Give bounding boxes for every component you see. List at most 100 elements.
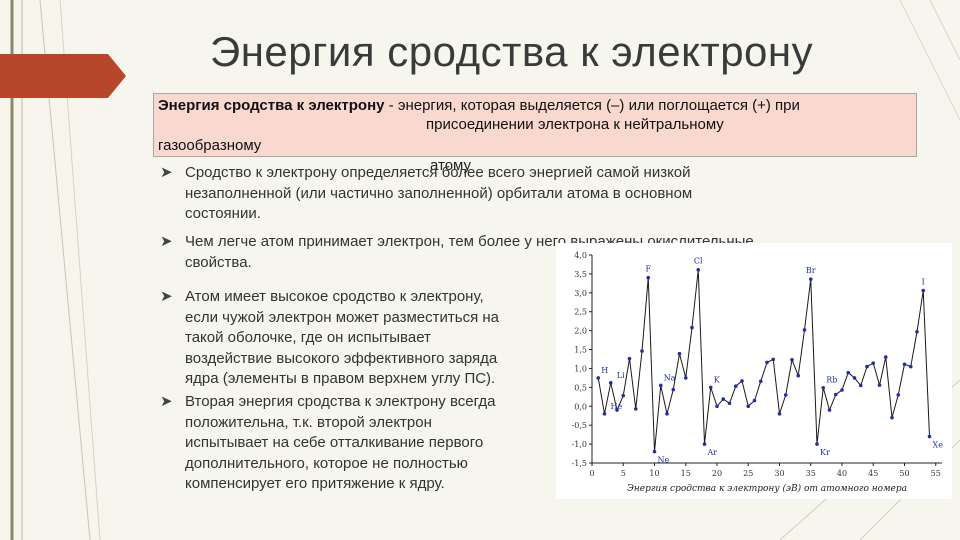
data-point: [846, 370, 851, 375]
y-tick-label: 4,0: [574, 251, 587, 260]
data-point: [621, 393, 626, 398]
data-point: [927, 434, 932, 439]
bullet-arrow-icon: ➤: [160, 288, 173, 305]
data-point: [777, 412, 782, 416]
data-point: [671, 387, 676, 392]
data-point: [902, 362, 907, 367]
data-point: [921, 288, 926, 293]
point-label: I: [922, 278, 925, 287]
definition-text: - энергия, которая выделяется (–) или по…: [384, 97, 800, 114]
point-label: He: [611, 402, 623, 411]
data-point: [865, 364, 869, 369]
bullet-arrow-icon: ➤: [160, 233, 173, 250]
x-tick-label: 25: [743, 469, 753, 478]
point-label: Cl: [694, 257, 703, 266]
x-tick-label: 55: [931, 469, 941, 478]
point-label: F: [645, 265, 651, 274]
bullet-line: дополнительного, которое не полностью: [185, 454, 468, 472]
x-tick-label: 40: [837, 469, 847, 478]
data-point: [802, 328, 807, 332]
data-point: [815, 442, 819, 446]
x-tick-label: 30: [774, 469, 784, 478]
x-axis-label: Энергия сродства к электрону (эВ) от ато…: [627, 483, 907, 494]
bullet-line: состоянии.: [185, 205, 261, 222]
data-point: [696, 267, 701, 272]
x-tick-label: 0: [589, 469, 594, 478]
data-point: [658, 383, 663, 388]
data-point: [633, 407, 638, 411]
definition-box: Энергия сродства к электрону - энергия, …: [153, 93, 917, 157]
definition-line-4: атому: [430, 157, 472, 174]
data-point: [627, 356, 632, 361]
bullet-line: Сродство к электрону определяется более …: [185, 164, 691, 181]
x-tick-label: 10: [649, 469, 659, 478]
y-tick-label: 3,0: [574, 289, 587, 298]
data-point: [871, 361, 876, 365]
data-point: [852, 376, 857, 380]
data-point: [877, 383, 882, 387]
data-point: [858, 383, 863, 388]
bullet-line: Атом имеет высокое сродство к электрону,: [185, 288, 484, 305]
bullet-line: положительна, т.к. второй электрон: [185, 413, 432, 431]
data-point: [771, 357, 776, 362]
series-line: [597, 269, 930, 452]
data-point: [721, 397, 726, 401]
definition-term: Энергия сродства к электрону: [158, 97, 385, 114]
data-point: [915, 329, 919, 334]
y-tick-label: 0,5: [574, 383, 587, 392]
bullet-line: незаполненной (или частично заполненной)…: [185, 184, 693, 202]
bullet-arrow-icon: ➤: [160, 164, 173, 181]
slide-title: Энергия сродства к электрону: [210, 28, 814, 75]
data-point: [883, 355, 888, 359]
data-point: [746, 404, 751, 409]
bullet-line: компенсирует его притяжение к ядру.: [185, 475, 445, 492]
data-point: [690, 325, 694, 330]
y-tick-label: 0,0: [574, 402, 587, 411]
data-point: [602, 412, 607, 416]
point-label: H: [601, 366, 608, 375]
x-tick-label: 20: [712, 469, 722, 478]
data-point: [808, 277, 813, 282]
definition-line-3: газообразному: [158, 137, 262, 154]
data-point: [758, 379, 763, 384]
data-point: [665, 412, 669, 416]
bullet-line: испытывает на себе отталкивание первого: [185, 434, 484, 451]
x-tick-label: 5: [621, 469, 626, 478]
bullet-arrow-icon: ➤: [160, 393, 173, 410]
definition-line-1: Энергия сродства к электрону - энергия, …: [158, 96, 800, 116]
data-point: [708, 385, 713, 390]
data-point: [733, 384, 738, 389]
y-tick-label: -1,0: [572, 440, 587, 449]
x-tick-label: 35: [806, 469, 816, 478]
data-point: [827, 408, 832, 412]
point-label: Xe: [933, 441, 944, 450]
data-point: [908, 364, 913, 369]
y-tick-label: 2,5: [574, 308, 587, 317]
y-tick-label: 3,5: [574, 270, 587, 279]
data-point: [790, 357, 794, 362]
data-point: [783, 393, 788, 397]
bullet-line: такой оболочке, где он испытывает: [185, 329, 431, 346]
point-label: Ar: [707, 448, 718, 457]
data-point: [640, 349, 644, 353]
data-point: [646, 275, 651, 280]
point-label: Na: [664, 373, 676, 382]
chart-svg: -1,5 -1,0 -0,5 0,0 0,5 1,0 1,5 2,0 2,5 3,0 3,5 4,0 0…: [572, 251, 944, 494]
data-point: [796, 373, 801, 378]
y-tick-label: 1,0: [574, 364, 587, 373]
data-point: [833, 392, 838, 397]
title-arrow-icon: [0, 54, 126, 98]
y-tick-label: -0,5: [572, 421, 587, 430]
x-tick-label: 45: [868, 469, 878, 478]
data-point: [615, 408, 619, 412]
bullet-line: свойства.: [185, 253, 252, 271]
y-tick-label: 2,0: [574, 327, 587, 336]
bullet-line: воздействие высокого эффективного заряда: [185, 349, 498, 367]
data-point: [683, 376, 688, 380]
data-point: [652, 449, 657, 454]
data-point: [890, 415, 894, 420]
data-point: [727, 401, 732, 406]
data-point: [765, 360, 769, 365]
data-point: [715, 404, 719, 409]
